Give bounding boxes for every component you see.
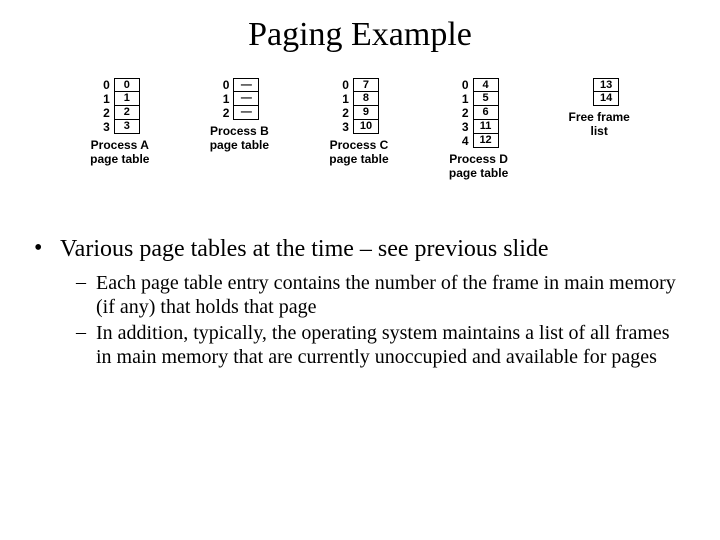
page-title: Paging Example: [24, 16, 696, 54]
row-value: 9: [353, 106, 379, 120]
sub-bullet: –Each page table entry contains the numb…: [76, 271, 686, 319]
page-table-rows: 00112233: [100, 78, 140, 134]
row-index: 2: [459, 106, 473, 120]
page-table-row: 33: [100, 120, 140, 134]
row-value: 14: [593, 92, 619, 106]
row-index: 2: [100, 106, 114, 120]
row-index: 1: [100, 92, 114, 106]
row-value: 4: [473, 78, 499, 92]
row-index: 2: [219, 106, 233, 120]
page-table-rows: 0—1—2—: [219, 78, 259, 120]
row-value: 12: [473, 134, 499, 148]
row-value: 0: [114, 78, 140, 92]
row-value: 7: [353, 78, 379, 92]
row-index: 3: [459, 120, 473, 134]
bullet-marker: •: [34, 235, 60, 263]
row-value: 11: [473, 120, 499, 134]
page-table-row: 2—: [219, 106, 259, 120]
dash-marker: –: [76, 321, 96, 369]
row-value: —: [233, 92, 259, 106]
row-index: 0: [339, 78, 353, 92]
dash-marker: –: [76, 271, 96, 319]
page-table-row: 15: [459, 92, 499, 106]
page-table-row: 11: [100, 92, 140, 106]
row-index: 4: [459, 134, 473, 148]
caption-line: page table: [329, 152, 388, 166]
page-table-row: 311: [459, 120, 499, 134]
slide: Paging Example 00112233Process Apage tab…: [0, 0, 720, 540]
row-value: 13: [593, 78, 619, 92]
row-index: 1: [339, 92, 353, 106]
caption-line: Process B: [210, 124, 269, 138]
caption-line: Process C: [329, 138, 388, 152]
row-index: 0: [100, 78, 114, 92]
sub-bullet-list: –Each page table entry contains the numb…: [34, 271, 686, 369]
caption-line: Process D: [449, 152, 508, 166]
row-index: 1: [459, 92, 473, 106]
row-value: 2: [114, 106, 140, 120]
caption-line: Free frame: [568, 110, 629, 124]
row-index: 0: [459, 78, 473, 92]
page-table-caption: Process Dpage table: [449, 152, 508, 181]
row-index: 3: [339, 120, 353, 134]
sub-bullet: –In addition, typically, the operating s…: [76, 321, 686, 369]
page-table-0: 00112233 Process Apage table: [90, 78, 149, 167]
caption-line: page table: [210, 138, 269, 152]
caption-line: list: [568, 124, 629, 138]
row-value: —: [233, 78, 259, 92]
row-index: 3: [100, 120, 114, 134]
page-table-1: 0—1—2—Process Bpage table: [210, 78, 269, 153]
page-table-row: 18: [339, 92, 379, 106]
page-table-rows: 071829310: [339, 78, 379, 134]
page-tables-diagram: 00112233Process Apage table0—1—2—Process…: [24, 78, 696, 181]
page-table-row: 14: [579, 92, 619, 106]
page-table-row: 13: [579, 78, 619, 92]
page-table-row: 1—: [219, 92, 259, 106]
page-table-row: 0—: [219, 78, 259, 92]
page-table-row: 29: [339, 106, 379, 120]
page-table-caption: Process Cpage table: [329, 138, 388, 167]
row-value: 5: [473, 92, 499, 106]
row-index: 0: [219, 78, 233, 92]
page-table-rows: 1314: [579, 78, 619, 106]
bullet-list: • Various page tables at the time – see …: [24, 235, 696, 369]
page-table-rows: 041526311412: [459, 78, 499, 148]
row-index: 2: [339, 106, 353, 120]
bullet-main: • Various page tables at the time – see …: [34, 235, 686, 263]
page-table-row: 412: [459, 134, 499, 148]
sub-bullet-text: Each page table entry contains the numbe…: [96, 271, 686, 319]
caption-line: Process A: [90, 138, 149, 152]
row-value: 8: [353, 92, 379, 106]
caption-line: page table: [90, 152, 149, 166]
sub-bullet-text: In addition, typically, the operating sy…: [96, 321, 686, 369]
row-value: —: [233, 106, 259, 120]
row-value: 3: [114, 120, 140, 134]
page-table-row: 22: [100, 106, 140, 120]
row-value: 1: [114, 92, 140, 106]
page-table-row: 07: [339, 78, 379, 92]
page-table-row: 310: [339, 120, 379, 134]
page-table-caption: Process Bpage table: [210, 124, 269, 153]
page-table-3: 041526311412Process Dpage table: [449, 78, 508, 181]
page-table-row: 26: [459, 106, 499, 120]
row-value: 6: [473, 106, 499, 120]
bullet-main-text: Various page tables at the time – see pr…: [60, 235, 686, 263]
caption-line: page table: [449, 166, 508, 180]
page-table-caption: Process Apage table: [90, 138, 149, 167]
page-table-4: 1314 Free framelist: [568, 78, 629, 139]
page-table-caption: Free framelist: [568, 110, 629, 139]
row-value: 10: [353, 120, 379, 134]
page-table-row: 04: [459, 78, 499, 92]
page-table-row: 00: [100, 78, 140, 92]
page-table-2: 071829310Process Cpage table: [329, 78, 388, 167]
row-index: 1: [219, 92, 233, 106]
